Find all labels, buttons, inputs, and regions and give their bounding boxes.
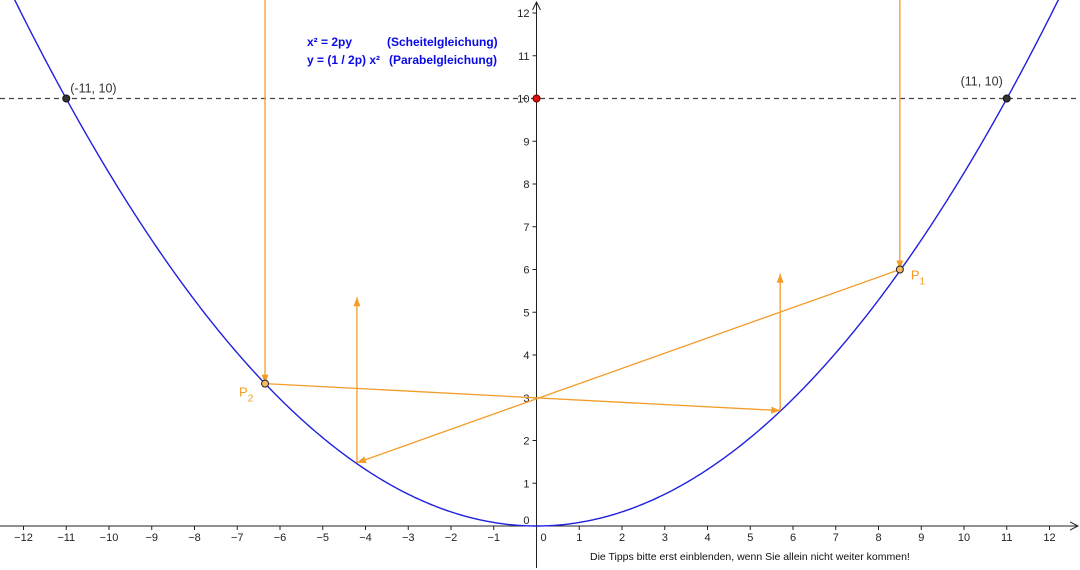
x-tick-label: −7 [231, 532, 244, 544]
equation-box: x² = 2py (Scheitelgleichung) y = (1 / 2p… [307, 35, 498, 67]
footer-hint-text: Die Tipps bitte erst einblenden, wenn Si… [590, 551, 910, 563]
x-tick-label: 12 [1043, 532, 1055, 544]
y-tick-label: 12 [517, 8, 529, 20]
x-tick-label: 10 [958, 532, 970, 544]
origin-x-label: 0 [541, 532, 547, 544]
focus-point [532, 94, 541, 103]
ray-P2-to-right [265, 382, 781, 414]
point-p2-label-subscript: 2 [248, 394, 254, 405]
ray-P1-to-left [356, 268, 901, 464]
y-tick-label: 3 [523, 393, 529, 405]
x-tick-label: 2 [619, 532, 625, 544]
x-tick-label: 11 [1001, 532, 1012, 544]
y-tick-label: 6 [523, 265, 529, 277]
point-p1-label: P1 [911, 268, 926, 288]
equation-line1-left: x² = 2py [307, 35, 352, 49]
y-tick-label: 4 [523, 350, 529, 362]
y-tick-label: 8 [523, 179, 529, 191]
x-tick-label: −2 [445, 532, 458, 544]
x-tick-label: 6 [790, 532, 796, 544]
x-tick-label: −11 [57, 532, 75, 544]
point-right [1002, 94, 1011, 103]
x-tick-label: 1 [576, 532, 582, 544]
y-tick-label: 2 [523, 436, 529, 448]
y-tick-label: 11 [518, 51, 529, 63]
point-right-label: (11, 10) [961, 75, 1003, 89]
y-tick-label: 7 [523, 222, 529, 234]
point-p1-label-subscript: 1 [920, 277, 926, 288]
x-tick-label: −5 [316, 532, 329, 544]
x-tick-label: 8 [875, 532, 881, 544]
x-tick-label: −1 [487, 532, 500, 544]
reflection-rays [261, 0, 904, 464]
equation-line2-right: (Parabelgleichung) [389, 53, 497, 67]
point-left-label: (-11, 10) [70, 82, 116, 96]
parabola-curve [13, 0, 1060, 527]
y-tick-label: 1 [523, 478, 529, 490]
y-tick-label: 5 [523, 307, 529, 319]
point-p2-label: P2 [239, 385, 254, 405]
point-p2 [261, 379, 270, 388]
origin-y-label: 0 [523, 515, 529, 527]
equation-line2-left: y = (1 / 2p) x² [307, 53, 380, 67]
equation-line1-right: (Scheitelgleichung) [387, 35, 498, 49]
x-tick-label: −12 [14, 532, 33, 544]
x-tick-label: −3 [402, 532, 415, 544]
x-tick-label: −6 [274, 532, 287, 544]
point-left [62, 94, 71, 103]
parabola [13, 0, 1060, 527]
x-tick-label: −9 [145, 532, 158, 544]
x-tick-label: −4 [359, 532, 372, 544]
x-tick-label: 7 [833, 532, 839, 544]
x-tick-label: 9 [918, 532, 924, 544]
y-tick-label: 10 [517, 94, 529, 106]
x-tick-label: 5 [747, 532, 753, 544]
y-tick-label: 9 [523, 136, 529, 148]
x-tick-label: −10 [100, 532, 119, 544]
x-tick-label: 4 [704, 532, 710, 544]
x-tick-label: 3 [662, 532, 668, 544]
point-p1 [895, 265, 904, 274]
x-tick-label: −8 [188, 532, 201, 544]
